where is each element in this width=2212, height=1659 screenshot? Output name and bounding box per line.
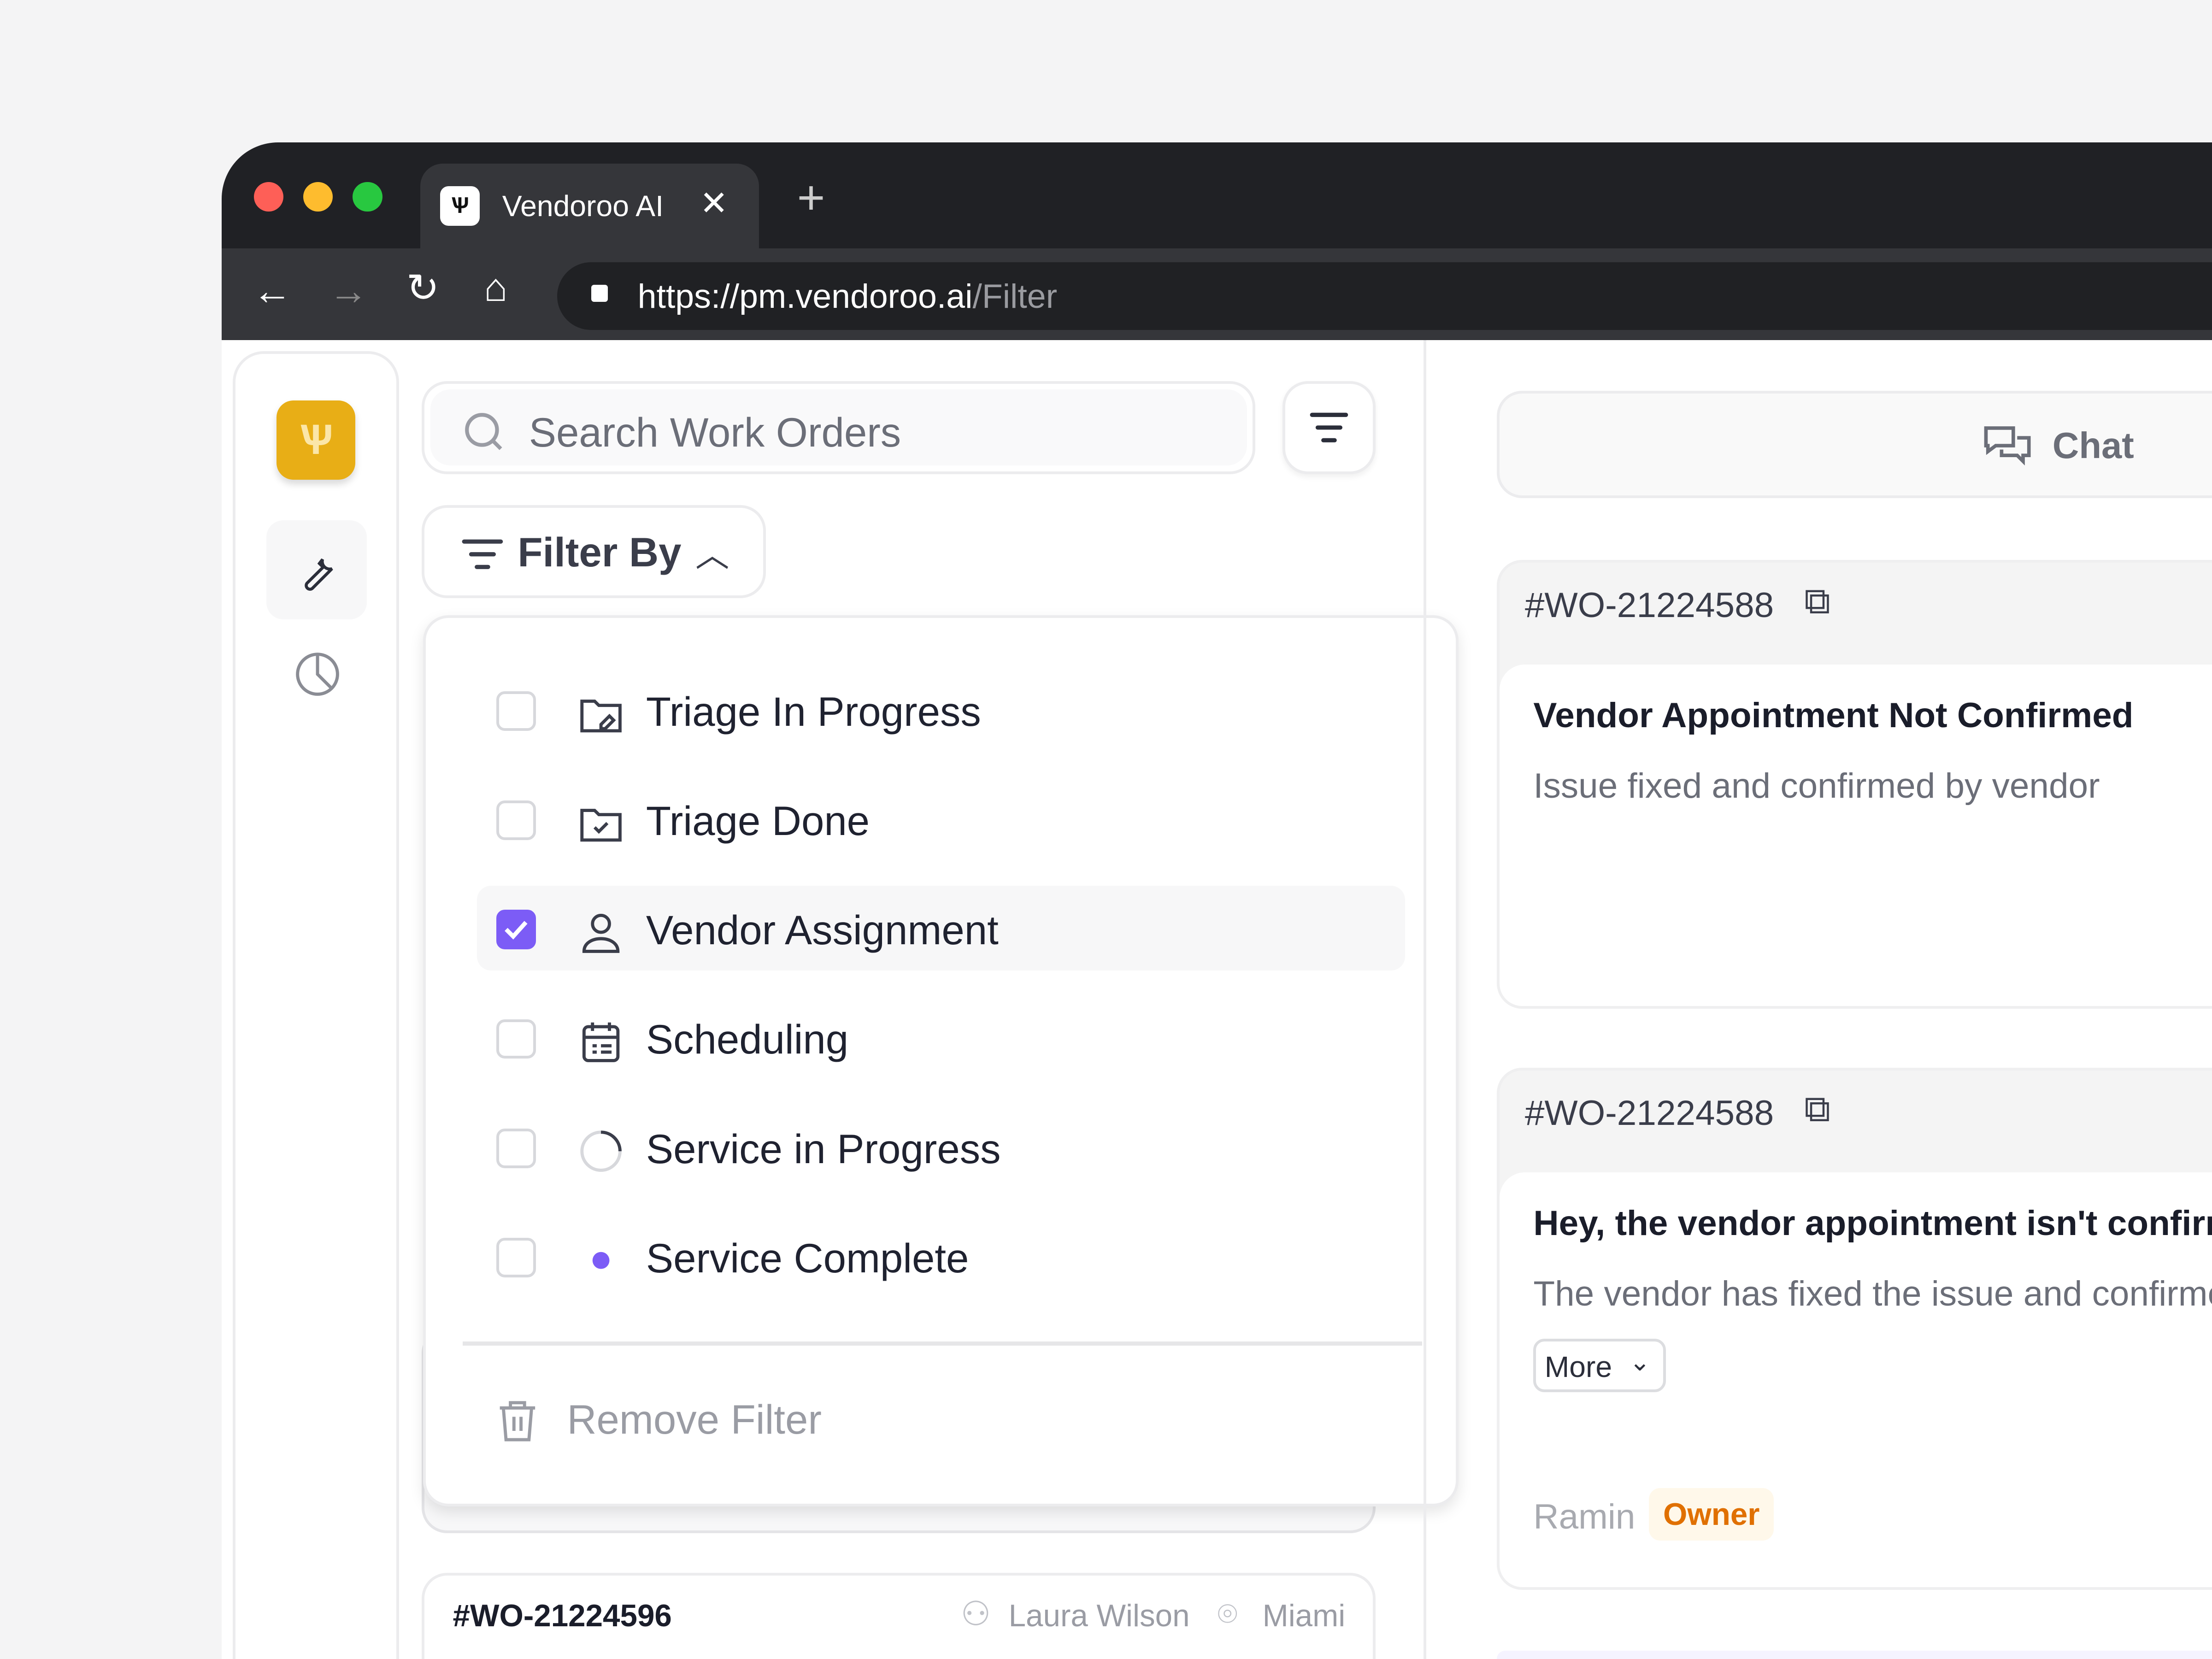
sidebar: Ѱ (233, 351, 400, 1659)
url-host: https://pm.vendoroo.ai (637, 276, 973, 315)
remove-filter-button[interactable]: Remove Filter (496, 1394, 919, 1450)
filter-option[interactable]: Triage In Progress (496, 688, 1399, 739)
wrench-icon (304, 558, 333, 591)
sort-button[interactable] (1282, 381, 1376, 474)
sort-lines-icon (1310, 412, 1348, 442)
browser-window: Ѱ Vendoroo AI ✕ + ← → ↻ ⌂ https://pm.ven… (221, 142, 2212, 1659)
search-input[interactable]: Search Work Orders (529, 409, 901, 455)
home-icon[interactable]: ⌂ (483, 265, 508, 310)
checkbox[interactable] (496, 800, 536, 840)
location-name: Miami (1262, 1599, 1346, 1634)
new-tab-icon[interactable]: + (797, 171, 825, 224)
more-label: More (1544, 1350, 1612, 1384)
external-link-icon[interactable]: ⧉ (1804, 1088, 1830, 1130)
calendar-list-icon (582, 1023, 620, 1063)
panel-divider (1423, 340, 1426, 1659)
filter-option-label: Scheduling (646, 1017, 849, 1063)
close-window-button[interactable] (254, 182, 284, 212)
chat-bubbles-icon (1984, 426, 2031, 466)
tab-bar: Ѱ Vendoroo AI ✕ + (221, 142, 2212, 251)
sidebar-item-work-orders[interactable] (266, 520, 367, 619)
close-tab-icon[interactable]: ✕ (700, 183, 728, 222)
message-card-partial (1496, 1650, 2212, 1659)
filter-option-label: Service in Progress (646, 1126, 1001, 1172)
person-icon: ⚇ (960, 1594, 991, 1633)
message-wo-id[interactable]: #WO-21224588 (1525, 1094, 1774, 1133)
user-icon (582, 914, 620, 953)
message-title: Hey, the vendor appointment isn't confir… (1533, 1204, 2212, 1243)
message-body: Issue fixed and confirmed by vendor (1533, 766, 2100, 806)
remove-filter-label: Remove Filter (567, 1397, 822, 1443)
message-author: Ramin (1533, 1497, 1635, 1536)
app-content: Ѱ Search Work Orders Filter By ︿ Triage … (221, 340, 2212, 1659)
checkbox[interactable] (496, 910, 536, 949)
filter-option[interactable]: Scheduling (496, 1016, 1399, 1067)
filter-option-label: Triage Done (646, 798, 870, 844)
chevron-up-icon: ︿ (695, 535, 729, 574)
chat-button[interactable]: Chat (1496, 390, 2212, 498)
message-wo-id[interactable]: #WO-21224588 (1525, 586, 1774, 625)
trash-icon (500, 1401, 535, 1441)
filter-option-label: Service Complete (646, 1235, 969, 1281)
search-icon (465, 412, 502, 450)
folder-check-icon (580, 809, 622, 842)
maximize-window-button[interactable] (353, 182, 382, 212)
selected-row-highlight (477, 886, 1405, 971)
checkbox[interactable] (496, 691, 536, 731)
message-card: #WO-21224588 ⧉ Hey, the vendor appointme… (1496, 1068, 2212, 1590)
location-pin-icon: ⌾ (1217, 1594, 1238, 1633)
more-button[interactable]: More ⌄ (1533, 1338, 1666, 1393)
checkbox[interactable] (496, 1128, 536, 1168)
dot-icon (592, 1252, 610, 1269)
filter-by-button[interactable]: Filter By ︿ (422, 505, 766, 598)
filter-option[interactable]: Service Complete (496, 1235, 1399, 1286)
work-order-id: #WO-21224596 (453, 1599, 672, 1634)
filter-option[interactable]: Triage Done (496, 798, 1399, 848)
filter-option[interactable]: Vendor Assignment (496, 907, 1399, 958)
external-link-icon[interactable]: ⧉ (1804, 580, 1830, 622)
filter-dropdown: Triage In Progress Triage Done Vendor As… (423, 615, 1459, 1507)
work-order-card[interactable]: #WO-21224596 ⚇ Laura Wilson ⌾ Miami (422, 1573, 1376, 1659)
spinner-icon (580, 1130, 622, 1172)
favicon-icon: Ѱ (440, 186, 480, 226)
app-logo[interactable]: Ѱ (276, 400, 356, 480)
minimize-window-button[interactable] (303, 182, 333, 212)
filter-option-label: Triage In Progress (646, 688, 981, 735)
filter-option[interactable]: Service in Progress (496, 1126, 1399, 1177)
assignee-name: Laura Wilson (1008, 1599, 1190, 1634)
divider (462, 1341, 1422, 1346)
folder-edit-icon (580, 699, 622, 732)
reload-icon[interactable]: ↻ (406, 266, 440, 311)
chat-label: Chat (2052, 425, 2134, 466)
pie-chart-icon[interactable] (294, 650, 341, 698)
back-icon[interactable]: ← (252, 268, 292, 313)
tab-title: Vendoroo AI (502, 189, 664, 223)
chevron-down-icon: ⌄ (1629, 1347, 1651, 1377)
forward-icon[interactable]: → (329, 268, 368, 313)
lock-icon (591, 285, 608, 302)
filter-option-label: Vendor Assignment (646, 907, 999, 953)
filter-by-label: Filter By (518, 529, 682, 575)
message-card: #WO-21224588 ⧉ Vendor Appointment Not Co… (1496, 560, 2212, 1009)
search-box[interactable]: Search Work Orders (422, 381, 1256, 474)
address-toolbar: ← → ↻ ⌂ https://pm.vendoroo.ai/Filter (221, 248, 2212, 340)
checkbox[interactable] (496, 1238, 536, 1277)
browser-tab[interactable]: Ѱ Vendoroo AI ✕ (420, 164, 759, 251)
role-badge: Owner (1649, 1488, 1774, 1541)
checkbox[interactable] (496, 1019, 536, 1059)
url-path: /Filter (972, 276, 1058, 315)
message-title: Vendor Appointment Not Confirmed (1533, 696, 2134, 735)
filter-lines-icon (462, 539, 503, 570)
url-bar[interactable]: https://pm.vendoroo.ai/Filter (557, 262, 2212, 330)
message-body: The vendor has fixed the issue and confi… (1533, 1274, 2212, 1314)
